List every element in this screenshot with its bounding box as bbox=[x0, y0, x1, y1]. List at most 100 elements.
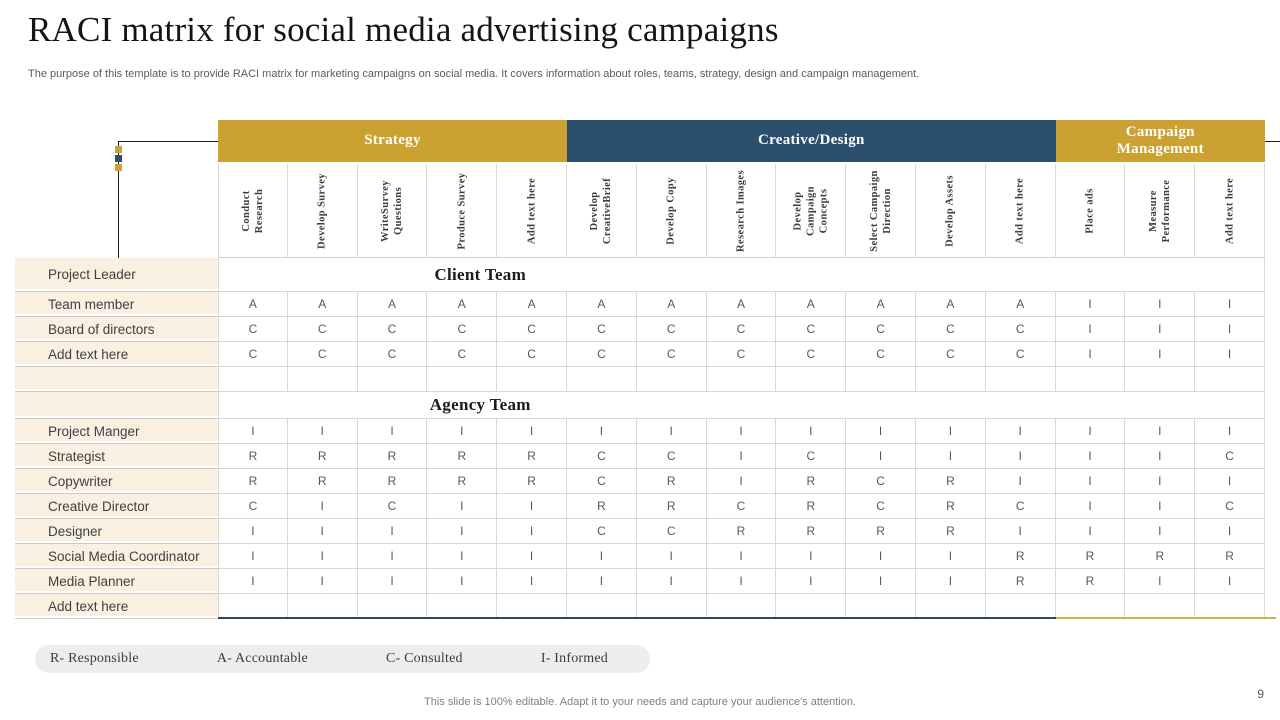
matrix-cell: C bbox=[916, 342, 986, 367]
row-label: Add text here bbox=[15, 594, 218, 619]
matrix-cell: C bbox=[636, 444, 707, 469]
section-title: Client Team bbox=[434, 264, 527, 284]
matrix-cell bbox=[497, 367, 567, 392]
matrix-cell: I bbox=[916, 569, 986, 594]
matrix-cell: C bbox=[567, 342, 637, 367]
matrix-cell: I bbox=[1055, 419, 1126, 444]
column-header-label: Measure Performance bbox=[1147, 179, 1172, 242]
matrix-cell: I bbox=[1055, 342, 1126, 367]
column-header: Develop Assets bbox=[916, 164, 986, 258]
matrix-cell: C bbox=[287, 317, 358, 342]
matrix-cell bbox=[1125, 367, 1196, 392]
matrix-cell bbox=[1195, 367, 1265, 392]
column-header: Develop CreativeBrief bbox=[567, 164, 637, 258]
matrix-cell bbox=[567, 594, 637, 619]
matrix-cell: A bbox=[985, 292, 1056, 317]
matrix-cell: C bbox=[567, 519, 637, 544]
connector-square-gold-1 bbox=[115, 146, 122, 153]
matrix-cell bbox=[567, 367, 637, 392]
matrix-cell: I bbox=[1125, 317, 1196, 342]
matrix-cell bbox=[706, 367, 777, 392]
column-header: Select Campaign Direction bbox=[846, 164, 916, 258]
matrix-cell: I bbox=[427, 569, 498, 594]
matrix-cell: I bbox=[1195, 342, 1265, 367]
column-header: Add text here bbox=[985, 164, 1056, 258]
row-label: Designer bbox=[15, 519, 218, 544]
matrix-cell: C bbox=[497, 342, 567, 367]
matrix-cell: I bbox=[1195, 292, 1265, 317]
row-label: Media Planner bbox=[15, 569, 218, 594]
matrix-cell: I bbox=[706, 419, 777, 444]
matrix-cell: R bbox=[357, 469, 428, 494]
matrix-cell bbox=[846, 367, 916, 392]
matrix-cell: I bbox=[287, 494, 358, 519]
table-bottom-accent-navy bbox=[218, 617, 1056, 619]
matrix-cell: R bbox=[916, 494, 986, 519]
matrix-cell: C bbox=[985, 317, 1056, 342]
section-header-row: Agency Team bbox=[218, 392, 1265, 419]
matrix-cell: C bbox=[427, 317, 498, 342]
matrix-cell: C bbox=[1195, 494, 1265, 519]
matrix-cell: R bbox=[567, 494, 637, 519]
matrix-cell: I bbox=[1055, 292, 1126, 317]
matrix-cell: C bbox=[985, 494, 1056, 519]
matrix-cell: R bbox=[1055, 569, 1126, 594]
matrix-cell: C bbox=[218, 317, 288, 342]
matrix-cell: I bbox=[1125, 419, 1196, 444]
matrix-cell: C bbox=[567, 469, 637, 494]
matrix-cell: C bbox=[846, 494, 916, 519]
matrix-cell: I bbox=[776, 544, 847, 569]
column-header: Place ads bbox=[1055, 164, 1126, 258]
matrix-cell: C bbox=[567, 317, 637, 342]
matrix-cell: R bbox=[985, 544, 1056, 569]
matrix-cell: I bbox=[218, 419, 288, 444]
matrix-cell: C bbox=[287, 342, 358, 367]
matrix-cell: I bbox=[497, 544, 567, 569]
matrix-cell bbox=[357, 594, 428, 619]
matrix-cell: R bbox=[287, 469, 358, 494]
group-header: Campaign Management bbox=[1055, 120, 1265, 162]
column-header: WriteSurvey Questions bbox=[357, 164, 428, 258]
column-header: Research Images bbox=[706, 164, 777, 258]
matrix-cell: I bbox=[1195, 569, 1265, 594]
matrix-cell: I bbox=[497, 519, 567, 544]
column-header-label: Add text here bbox=[1224, 177, 1236, 244]
column-header-label: Conduct Research bbox=[240, 188, 265, 233]
matrix-cell: I bbox=[1055, 494, 1126, 519]
matrix-cell bbox=[846, 594, 916, 619]
row-label: Board of directors bbox=[15, 317, 218, 342]
matrix-cell: R bbox=[1055, 544, 1126, 569]
matrix-cell: I bbox=[1195, 519, 1265, 544]
matrix-cell: I bbox=[1055, 469, 1126, 494]
row-label bbox=[15, 367, 218, 392]
row-label: Copywriter bbox=[15, 469, 218, 494]
matrix-cell: A bbox=[567, 292, 637, 317]
matrix-cell: R bbox=[916, 519, 986, 544]
matrix-cell: I bbox=[1125, 519, 1196, 544]
matrix-cell: C bbox=[776, 444, 847, 469]
matrix-cell: I bbox=[636, 544, 707, 569]
matrix-cell: R bbox=[846, 519, 916, 544]
matrix-cell: I bbox=[218, 544, 288, 569]
matrix-cell: C bbox=[706, 494, 777, 519]
matrix-cell bbox=[218, 594, 288, 619]
matrix-cell: I bbox=[287, 519, 358, 544]
matrix-cell: I bbox=[846, 544, 916, 569]
matrix-cell: I bbox=[567, 544, 637, 569]
matrix-cell: I bbox=[706, 544, 777, 569]
matrix-cell bbox=[218, 367, 288, 392]
matrix-cell: I bbox=[776, 569, 847, 594]
legend-item-consulted: C- Consulted bbox=[386, 651, 463, 666]
matrix-cell: I bbox=[636, 419, 707, 444]
matrix-cell: C bbox=[357, 342, 428, 367]
column-header-label: Develop Copy bbox=[665, 176, 677, 245]
matrix-cell: I bbox=[427, 519, 498, 544]
matrix-cell: R bbox=[427, 469, 498, 494]
legend-item-accountable: A- Accountable bbox=[216, 651, 308, 666]
matrix-cell: R bbox=[636, 494, 707, 519]
matrix-cell: R bbox=[706, 519, 777, 544]
matrix-cell: I bbox=[497, 419, 567, 444]
matrix-cell: I bbox=[1195, 419, 1265, 444]
column-header: Measure Performance bbox=[1125, 164, 1196, 258]
connector-line-left bbox=[118, 141, 119, 258]
